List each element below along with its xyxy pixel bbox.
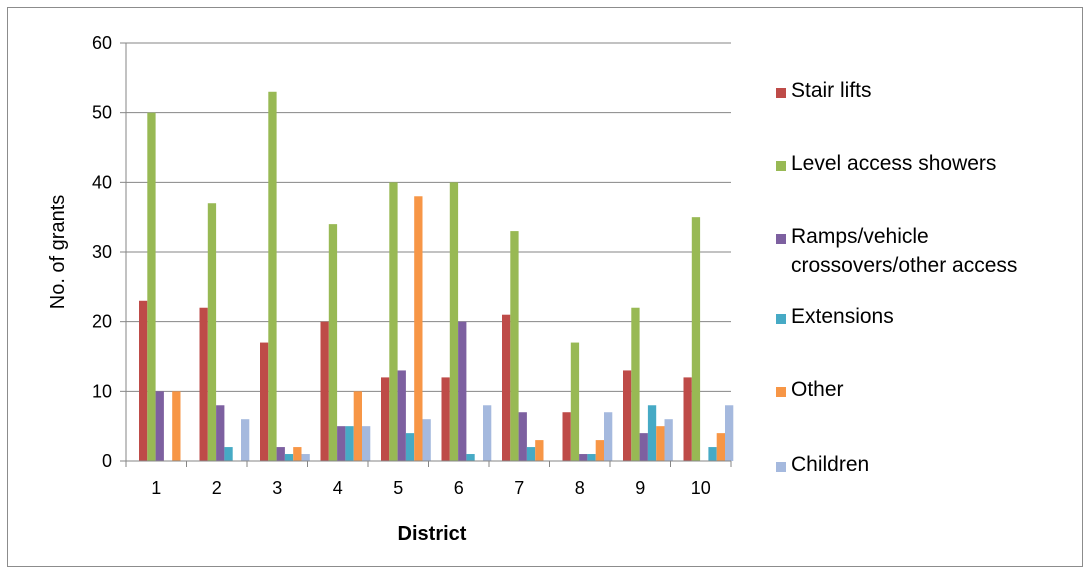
- bar-level-access-showers-district-9: [631, 307, 640, 461]
- bar-ramps-vehicle-crossovers-other-access-district-4: [337, 426, 346, 461]
- x-tick-labels: 1 2 3 4 5 6 7 8 9 10: [151, 478, 711, 498]
- bar-level-access-showers-district-7: [510, 231, 519, 461]
- legend-swatch: [776, 234, 786, 244]
- bar-ramps-vehicle-crossovers-other-access-district-9: [639, 433, 648, 461]
- bar-ramps-vehicle-crossovers-other-access-district-6: [458, 321, 467, 461]
- bar-children-district-9: [664, 419, 673, 461]
- y-tick-label: 0: [102, 451, 112, 471]
- legend-item: Level access showers: [776, 152, 996, 175]
- y-tick-label: 20: [92, 312, 112, 332]
- x-tick-label: 1: [151, 478, 161, 498]
- bar-extensions-district-6: [466, 454, 475, 461]
- bar-other-district-8: [595, 440, 604, 461]
- bar-other-district-7: [535, 440, 544, 461]
- y-axis-label: No. of grants: [47, 195, 69, 310]
- x-tick-label: 7: [514, 478, 524, 498]
- bar-children-district-10: [725, 405, 734, 461]
- axes: [125, 43, 731, 462]
- legend-label: Children: [791, 453, 869, 476]
- bar-stair-lifts-district-9: [623, 370, 632, 461]
- bar-stair-lifts-district-1: [139, 300, 148, 461]
- legend-item: Stair lifts: [776, 79, 872, 102]
- bar-stair-lifts-district-6: [441, 377, 450, 461]
- bar-children-district-2: [241, 419, 250, 461]
- bar-stair-lifts-district-2: [199, 307, 208, 461]
- bar-extensions-district-9: [647, 405, 657, 461]
- legend-item: Ramps/vehicle crossovers/other access: [776, 225, 1017, 277]
- x-axis-label: District: [398, 523, 467, 545]
- bar-stair-lifts-district-7: [502, 314, 511, 461]
- bar-stair-lifts-district-8: [562, 412, 571, 461]
- legend-swatch: [776, 462, 786, 472]
- bar-extensions-district-2: [224, 447, 233, 461]
- legend-swatch: [776, 88, 786, 98]
- bar-level-access-showers-district-1: [147, 112, 156, 462]
- bar-other-district-10: [716, 433, 725, 461]
- bar-ramps-vehicle-crossovers-other-access-district-2: [216, 405, 225, 461]
- x-tick-label: 9: [635, 478, 645, 498]
- bar-other-district-5: [414, 196, 423, 461]
- bar-level-access-showers-district-5: [389, 182, 398, 462]
- bar-other-district-9: [656, 426, 665, 461]
- bar-extensions-district-8: [587, 454, 596, 461]
- bar-other-district-3: [293, 447, 302, 461]
- bar-ramps-vehicle-crossovers-other-access-district-7: [518, 412, 527, 461]
- legend-label: Stair lifts: [791, 79, 872, 102]
- bar-level-access-showers-district-10: [691, 217, 701, 461]
- legend-swatch: [776, 314, 786, 324]
- legend-item: Children: [776, 453, 869, 476]
- bar-level-access-showers-district-6: [449, 182, 459, 462]
- y-tick-label: 50: [92, 103, 112, 123]
- bar-level-access-showers-district-8: [570, 342, 580, 461]
- bar-extensions-district-10: [708, 447, 717, 461]
- x-tick-label: 8: [575, 478, 585, 498]
- bar-other-district-4: [353, 391, 362, 461]
- legend-label: Ramps/vehicle crossovers/other access: [791, 225, 1017, 277]
- x-tick-label: 10: [691, 478, 711, 498]
- bar-ramps-vehicle-crossovers-other-access-district-3: [276, 447, 285, 461]
- chart-frame: [7, 7, 1083, 567]
- y-tick-label: 30: [92, 242, 112, 262]
- x-tick-label: 6: [454, 478, 464, 498]
- bar-stair-lifts-district-5: [381, 377, 390, 461]
- bar-level-access-showers-district-3: [268, 91, 277, 462]
- bar-extensions-district-7: [526, 447, 536, 461]
- legend-label: Level access showers: [791, 152, 996, 175]
- bar-ramps-vehicle-crossovers-other-access-district-1: [155, 391, 164, 461]
- bar-stair-lifts-district-4: [320, 321, 329, 461]
- bar-children-district-6: [483, 405, 492, 461]
- y-tick-label: 40: [92, 172, 112, 192]
- bar-children-district-4: [362, 426, 371, 461]
- bar-ramps-vehicle-crossovers-other-access-district-8: [579, 454, 588, 461]
- legend-item: Other: [776, 378, 844, 401]
- bar-children-district-5: [422, 419, 431, 461]
- bar-extensions-district-3: [284, 454, 294, 461]
- bar-stair-lifts-district-3: [260, 342, 269, 461]
- legend-swatch: [776, 161, 786, 171]
- legend-swatch: [776, 387, 786, 397]
- bar-children-district-3: [301, 454, 310, 461]
- bar-level-access-showers-district-2: [207, 203, 217, 461]
- x-tick-label: 5: [393, 478, 403, 498]
- legend-label: Extensions: [791, 305, 894, 328]
- legend: Stair lifts Level access showers Ramps/veh…: [776, 79, 1017, 476]
- x-tick-label: 3: [272, 478, 282, 498]
- legend-item: Extensions: [776, 305, 894, 328]
- x-tick-label: 4: [333, 478, 343, 498]
- bar-children-district-8: [604, 412, 613, 461]
- legend-label: Other: [791, 378, 844, 401]
- y-tick-label: 60: [92, 33, 112, 53]
- y-tick-label: 10: [92, 381, 112, 401]
- y-tick-labels: 0 10 20 30 40 50 60: [92, 33, 112, 471]
- bar-ramps-vehicle-crossovers-other-access-district-5: [397, 370, 406, 461]
- bar-stair-lifts-district-10: [683, 377, 692, 461]
- x-tick-label: 2: [212, 478, 222, 498]
- bar-other-district-1: [172, 391, 181, 461]
- bar-extensions-district-5: [405, 433, 415, 461]
- bar-extensions-district-4: [345, 426, 354, 461]
- bar-level-access-showers-district-4: [328, 224, 338, 461]
- bars: [139, 91, 734, 462]
